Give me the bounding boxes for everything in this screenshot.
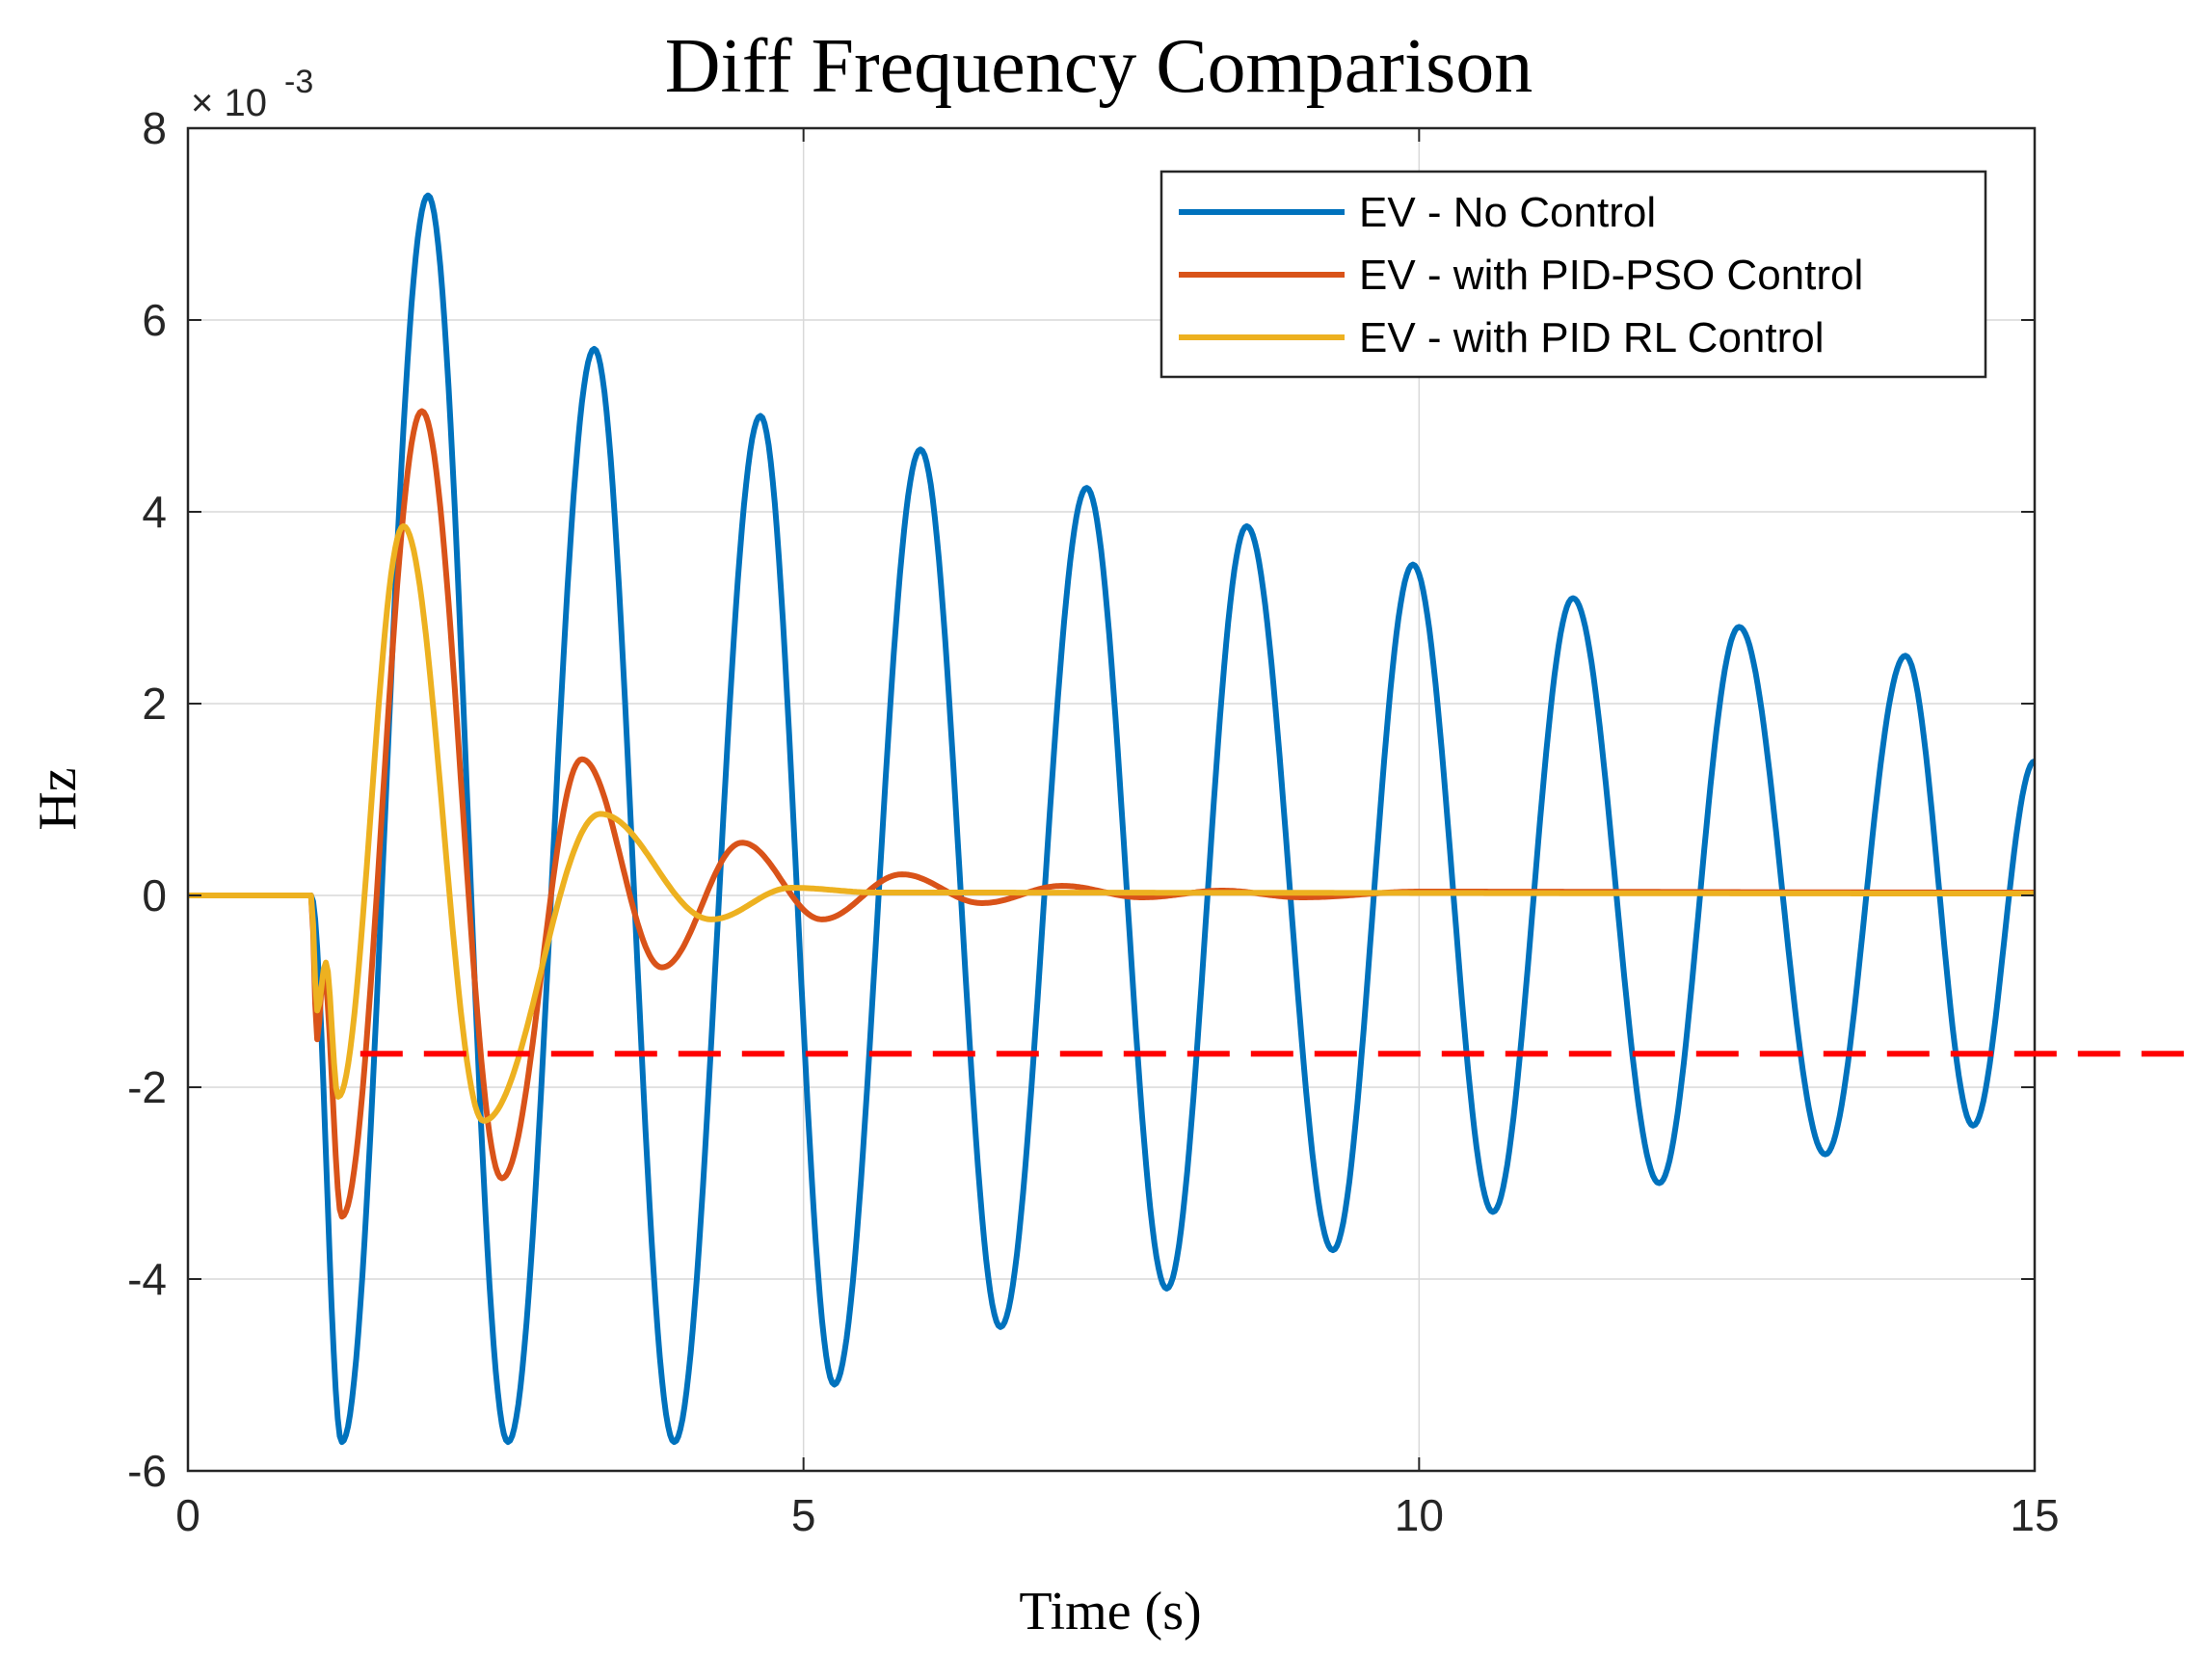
legend-label: EV - with PID-PSO Control [1359,252,1863,299]
x-axis-label: Time (s) [1019,1582,1201,1641]
y-tick-label: 8 [142,103,167,153]
x-tick-label: 15 [2010,1490,2059,1540]
y-tick-label: 2 [142,679,167,729]
series-line-2 [187,522,2036,1124]
ticks: 0 5 10 15 -6 -4 -2 0 2 4 6 8 [127,103,2059,1540]
axes-box [186,126,2037,1473]
y-tick-label: -6 [127,1446,167,1496]
y-tick-label: 0 [142,870,167,920]
y-tick-label: -2 [127,1062,167,1112]
y-exponent-label: × 10 [191,82,267,124]
y-exponent-power: -3 [284,64,313,100]
y-axis-label: Hz [28,767,88,830]
legend-label: EV - with PID RL Control [1359,314,1825,361]
series-lines [187,192,2037,1446]
y-tick-label: -4 [127,1254,167,1304]
chart-title: Diff Frequency Comparison [665,24,1533,109]
legend-label: EV - No Control [1359,189,1656,236]
x-tick-label: 0 [175,1490,200,1540]
y-tick-label: 6 [142,295,167,345]
x-tick-label: 5 [791,1490,816,1540]
series-line-0 [187,192,2037,1446]
y-tick-label: 4 [142,487,167,537]
x-tick-label: 10 [1395,1490,1444,1540]
legend: EV - No Control EV - with PID-PSO Control… [1159,170,1987,379]
